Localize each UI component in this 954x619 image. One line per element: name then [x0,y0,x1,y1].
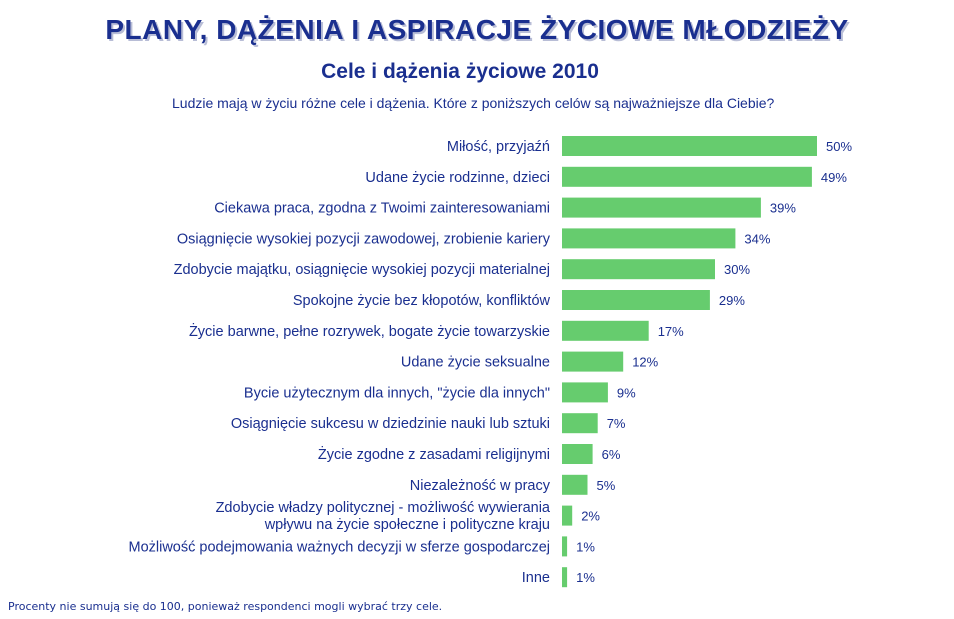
category-label: Zdobycie majątku, osiągnięcie wysokiej p… [174,262,550,278]
data-label: 6% [602,447,621,462]
chart-subtitle: Cele i dążenia życiowe 2010 [321,60,599,83]
data-label: 9% [617,385,636,400]
data-label: 1% [576,570,595,585]
bar [562,567,568,588]
bar-chart: 50% Miłość, przyjaźń 49% Udane życie rodzin… [129,136,852,588]
bar [562,259,715,280]
bar [562,290,710,310]
category-label: Życie barwne, pełne rozrywek, bogate życ… [189,322,550,340]
category-label: Udane życie seksualne [401,355,550,371]
category-label: Udane życie rodzinne, dzieci [365,170,550,186]
page-title: PLANY, DĄŻENIA I ASPIRACJE ŻYCIOWE MŁODZ… [105,14,849,45]
bar [562,351,624,372]
bar [562,536,568,557]
data-label: 12% [632,355,658,370]
category-label: Inne [522,570,550,586]
data-label: 2% [581,509,600,524]
data-label: 34% [744,231,770,246]
bar [562,166,812,187]
data-label: 17% [658,324,684,339]
category-label: Bycie użytecznym dla innych, "życie dla … [244,385,550,401]
data-label: 29% [719,293,745,308]
bar [562,228,736,249]
category-label: Możliwość podejmowania ważnych decyzji w… [129,539,551,555]
data-label: 1% [576,539,595,554]
category-label: Ciekawa praca, zgodna z Twoimi zainteres… [214,201,550,217]
data-label: 50% [826,139,852,154]
survey-question: Ludzie mają w życiu różne cele i dążenia… [172,95,775,111]
category-label: Osiągnięcie sukcesu w dziedzinie nauki l… [231,416,550,432]
category-label: Spokojne życie bez kłopotów, konfliktów [293,293,551,309]
data-label: 7% [607,416,626,431]
bar [562,444,593,464]
category-label: Osiągnięcie wysokiej pozycji zawodowej, … [177,231,551,247]
bar [562,382,608,403]
data-label: 5% [597,478,616,493]
data-label: 49% [821,170,847,185]
bar [562,474,588,495]
bar [562,505,573,526]
category-label: Życie zgodne z zasadami religijnymi [318,445,550,463]
category-label: Niezależność w pracy [410,478,551,494]
bar [562,136,817,156]
data-label: 39% [770,201,796,216]
category-label: Miłość, przyjaźń [447,139,550,155]
data-label: 30% [724,262,750,277]
category-label: Zdobycie władzy politycznej - możliwość … [216,500,551,533]
bar [562,413,598,434]
bar [562,320,649,341]
bar [562,197,761,218]
footnote: Procenty nie sumują się do 100, ponieważ… [8,600,443,613]
